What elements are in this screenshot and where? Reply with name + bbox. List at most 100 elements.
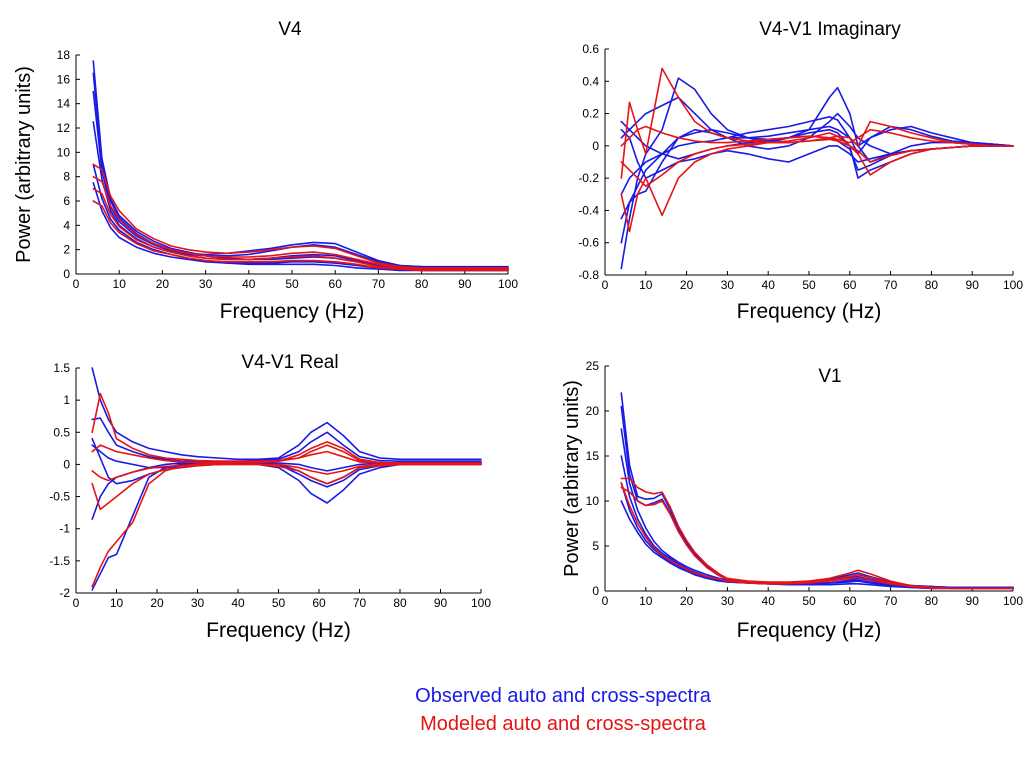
y-tick-label: -0.6 [578, 236, 599, 250]
y-tick-label: 4 [63, 218, 70, 232]
x-tick-label: 20 [680, 278, 694, 292]
y-tick-label: -1.5 [49, 554, 70, 568]
legend-observed: Observed auto and cross-spectra [415, 685, 712, 707]
x-tick-label: 60 [329, 277, 343, 291]
x-tick-label: 30 [191, 596, 205, 610]
x-axis-label: Frequency (Hz) [220, 300, 365, 323]
series-line-modeled-10 [620, 138, 1014, 187]
x-tick-label: 80 [925, 594, 939, 608]
y-tick-label: 10 [57, 145, 71, 159]
x-tick-label: 100 [471, 596, 491, 610]
x-tick-label: 50 [272, 596, 286, 610]
x-tick-label: 0 [602, 278, 609, 292]
x-tick-label: 60 [843, 594, 857, 608]
x-tick-label: 10 [639, 594, 653, 608]
series-line-observed-0 [620, 392, 1014, 589]
series-line-observed-0 [620, 77, 1014, 270]
x-tick-label: 40 [762, 278, 776, 292]
y-tick-label: 25 [586, 359, 600, 373]
series-line-observed-4 [620, 500, 1014, 590]
x-axis-label: Frequency (Hz) [206, 619, 351, 642]
chart-title: V4-V1 Imaginary [759, 19, 901, 40]
x-tick-label: 80 [415, 277, 429, 291]
series-line-observed-4 [620, 116, 1014, 196]
x-tick-label: 40 [242, 277, 256, 291]
x-tick-label: 50 [285, 277, 299, 291]
series-line-observed-0 [92, 60, 509, 270]
x-tick-label: 70 [372, 277, 386, 291]
x-tick-label: 50 [802, 594, 816, 608]
panel-v4: V4 0 10 20 30 40 50 60 70 80 90 100 0 2 4 6 8 10 12 14 16 18 F… [13, 19, 518, 323]
x-tick-label: 80 [393, 596, 407, 610]
y-tick-label: 0 [592, 139, 599, 153]
chart-title: V4-V1 Real [241, 352, 338, 373]
x-tick-label: 30 [721, 278, 735, 292]
series-line-observed-0 [91, 367, 482, 461]
legend-modeled: Modeled auto and cross-spectra [420, 713, 707, 735]
y-tick-label: 6 [63, 194, 70, 208]
series-line-modeled-10 [91, 463, 482, 482]
x-tick-label: 90 [458, 277, 472, 291]
y-tick-label: 0.2 [582, 107, 599, 121]
y-tick-label: -2 [59, 586, 70, 600]
y-tick-label: -0.2 [578, 171, 599, 185]
x-tick-label: 20 [680, 594, 694, 608]
y-axis-label: Power (arbitrary units) [561, 380, 583, 577]
x-tick-label: 10 [110, 596, 124, 610]
y-tick-label: 0 [592, 584, 599, 598]
series-line-modeled-8 [91, 463, 482, 511]
x-axis-label: Frequency (Hz) [737, 619, 882, 642]
series-line-modeled-9 [620, 125, 1014, 147]
legend: Observed auto and cross-spectra Modeled … [415, 685, 712, 735]
chart-title: V4 [278, 19, 302, 40]
x-tick-label: 70 [884, 594, 898, 608]
series-line-modeled-7 [620, 486, 1014, 590]
series-line-modeled-6 [92, 163, 509, 269]
y-tick-label: 1 [63, 393, 70, 407]
x-tick-label: 60 [312, 596, 326, 610]
y-tick-label: 14 [57, 97, 71, 111]
y-tick-label: 0 [63, 267, 70, 281]
y-tick-label: -0.4 [578, 203, 599, 217]
x-tick-label: 60 [843, 278, 857, 292]
series-line-observed-2 [91, 462, 482, 520]
y-tick-label: 16 [57, 72, 71, 86]
y-tick-label: 15 [586, 449, 600, 463]
x-tick-label: 100 [1003, 278, 1023, 292]
y-tick-label: -0.5 [49, 490, 70, 504]
y-tick-label: 2 [63, 243, 70, 257]
x-tick-label: 0 [73, 596, 80, 610]
x-tick-label: 70 [884, 278, 898, 292]
y-tick-label: 12 [57, 121, 71, 135]
x-tick-label: 80 [925, 278, 939, 292]
y-tick-label: 10 [586, 494, 600, 508]
series-line-modeled-8 [620, 482, 1014, 590]
x-tick-label: 90 [966, 594, 980, 608]
x-tick-label: 70 [353, 596, 367, 610]
x-tick-label: 40 [762, 594, 776, 608]
x-tick-label: 10 [639, 278, 653, 292]
x-tick-label: 50 [802, 278, 816, 292]
y-tick-label: 0.6 [582, 42, 599, 56]
series-line-observed-1 [91, 417, 482, 463]
y-tick-label: 20 [586, 404, 600, 418]
x-tick-label: 10 [113, 277, 127, 291]
y-tick-label: 0 [63, 457, 70, 471]
y-tick-label: -0.8 [578, 268, 599, 282]
x-tick-label: 20 [150, 596, 164, 610]
series-line-modeled-9 [91, 444, 482, 464]
x-tick-label: 40 [231, 596, 245, 610]
x-tick-label: 30 [199, 277, 213, 291]
y-tick-label: 8 [63, 170, 70, 184]
series-line-observed-5 [620, 405, 1014, 589]
x-tick-label: 0 [602, 594, 609, 608]
y-tick-label: 18 [57, 48, 71, 62]
y-tick-label: 5 [592, 539, 599, 553]
x-tick-label: 20 [156, 277, 170, 291]
chart-title: V1 [818, 366, 841, 387]
x-tick-label: 100 [498, 277, 518, 291]
x-axis-label: Frequency (Hz) [737, 300, 882, 323]
panel-v4-v1-imaginary: V4-V1 Imaginary 0 10 20 30 40 50 60 70 80 90 100 -0.… [578, 19, 1023, 323]
